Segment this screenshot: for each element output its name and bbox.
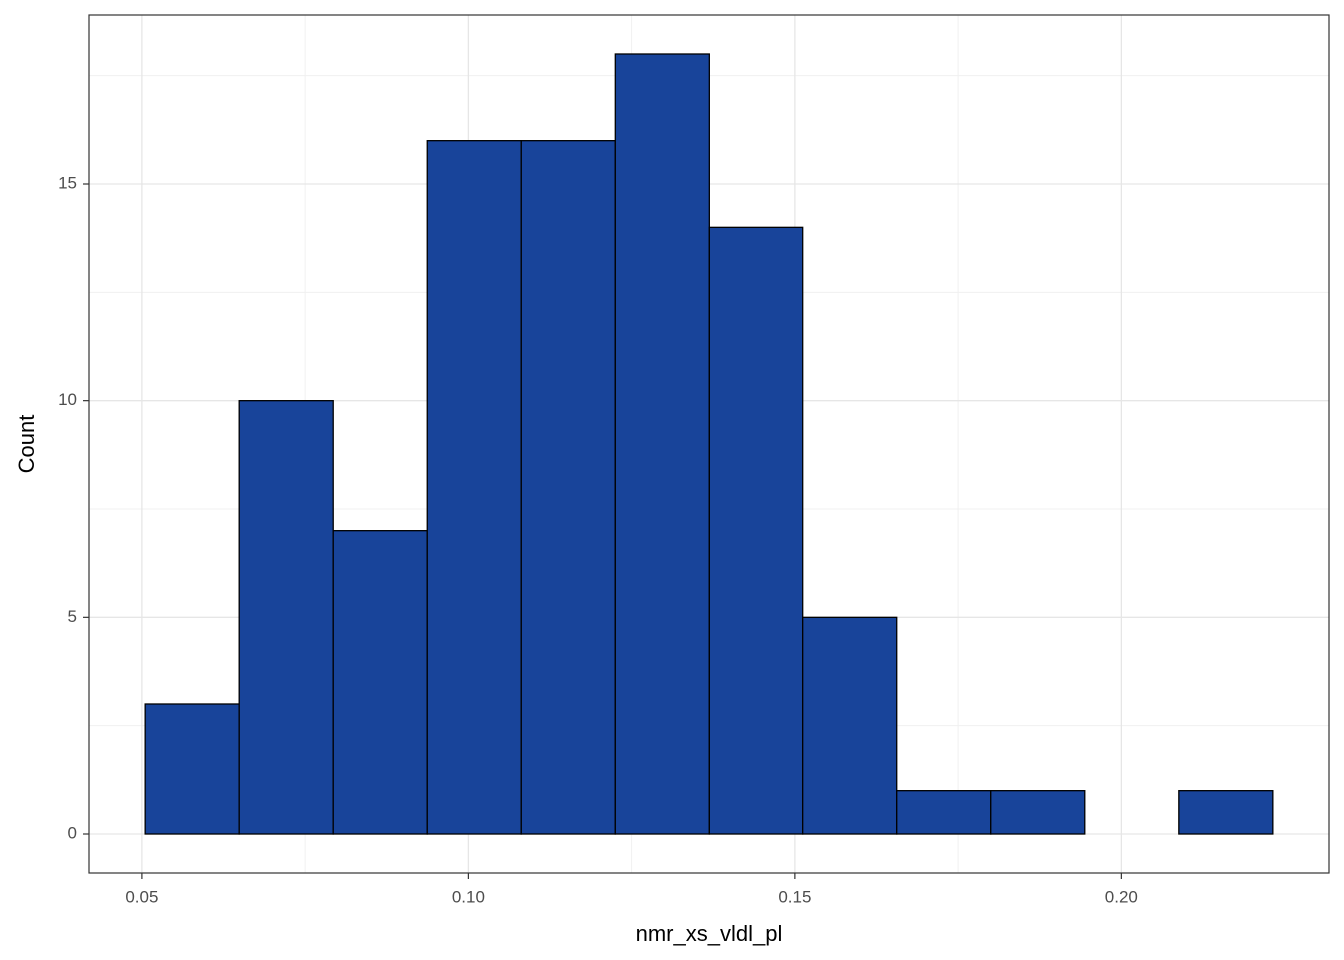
bar — [896, 790, 992, 835]
panel-border — [88, 14, 1330, 874]
y-tick-label: 0 — [68, 823, 77, 842]
y-tick-label: 5 — [68, 607, 77, 626]
x-tick-label: 0.15 — [778, 887, 811, 906]
bar — [1178, 790, 1274, 835]
bar — [802, 616, 898, 835]
bar — [426, 140, 522, 835]
bars — [144, 53, 1274, 835]
bar — [520, 140, 616, 835]
y-tick-label: 15 — [58, 173, 77, 192]
x-tick-label: 0.10 — [452, 887, 485, 906]
bar — [332, 530, 428, 835]
bar — [708, 226, 804, 835]
bar — [614, 53, 710, 835]
y-tick-label: 10 — [58, 390, 77, 409]
x-tick-label: 0.05 — [125, 887, 158, 906]
y-axis-title: Count — [14, 415, 39, 474]
bar — [990, 790, 1086, 835]
bar — [238, 400, 334, 835]
bar — [144, 703, 240, 835]
x-tick-label: 0.20 — [1105, 887, 1138, 906]
x-axis-title: nmr_xs_vldl_pl — [636, 921, 783, 946]
